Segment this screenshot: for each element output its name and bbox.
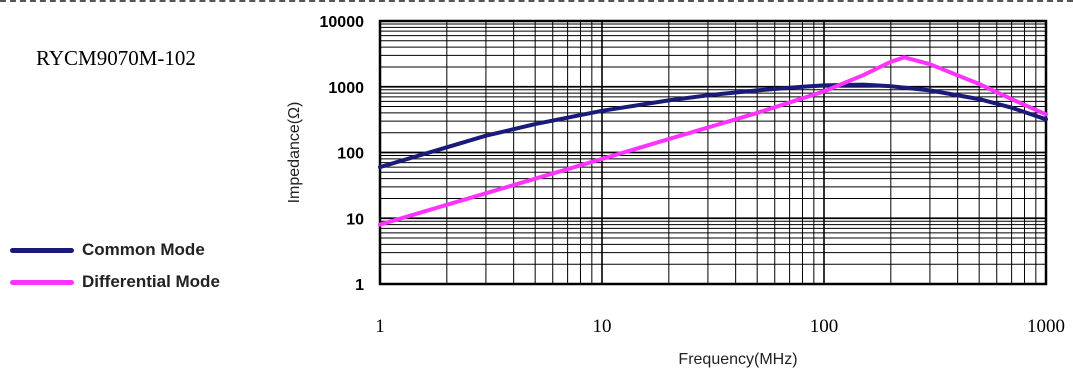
- plot-border: [378, 19, 1048, 286]
- legend-item-common-mode: Common Mode: [10, 234, 220, 266]
- series-line-differential-mode: [378, 55, 1048, 227]
- x-axis-title: Frequency(MHz): [678, 351, 797, 368]
- x-tick-label: 1: [375, 316, 385, 337]
- legend-label-common-mode: Common Mode: [82, 240, 205, 259]
- series-line-common-mode: [378, 82, 1048, 170]
- legend-swatch-common-mode: [10, 247, 74, 253]
- part-number: RYCM9070M-102: [36, 46, 196, 70]
- x-tick-label: 10: [593, 316, 612, 337]
- legend-label-differential-mode: Differential Mode: [82, 272, 220, 291]
- y-tick-label: 100: [337, 146, 364, 163]
- y-tick-label: 10000: [320, 14, 365, 31]
- x-tick-label: 1000: [1027, 316, 1065, 337]
- legend: Common Mode Differential Mode: [10, 234, 220, 298]
- x-tick-label: 100: [810, 316, 839, 337]
- y-tick-label: 10: [346, 211, 364, 228]
- y-axis-title: Impedance(Ω): [286, 102, 303, 204]
- y-tick-label: 1000: [328, 80, 364, 97]
- legend-swatch-differential-mode: [10, 279, 74, 285]
- legend-item-differential-mode: Differential Mode: [10, 266, 220, 298]
- y-tick-label: 1: [355, 277, 364, 294]
